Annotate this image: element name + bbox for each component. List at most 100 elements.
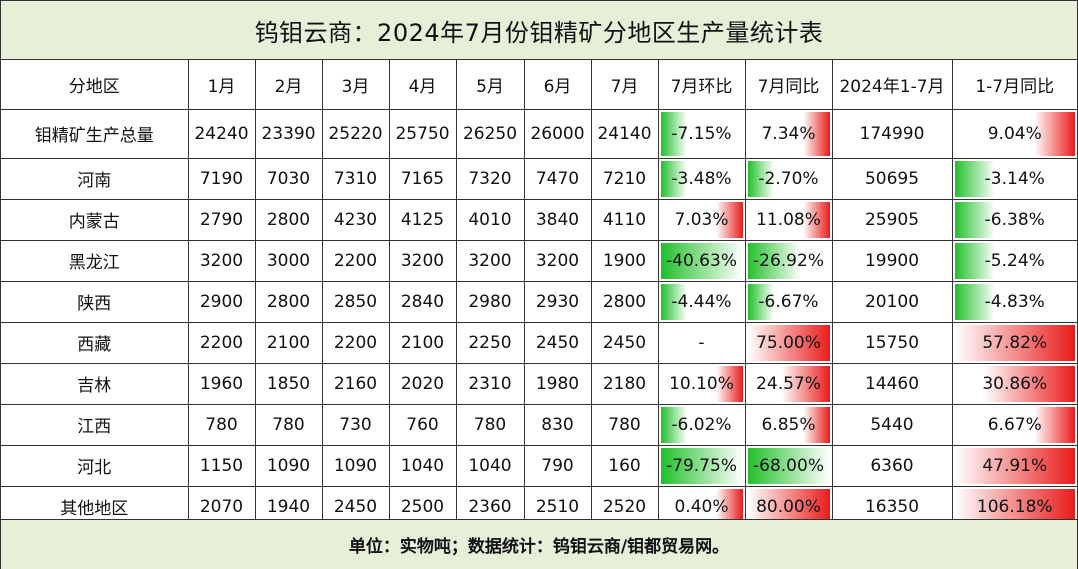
table-row: 江西 780 780 730 760 780 830 780 -6.02% 6.85% 5440 6.…	[1, 403, 1077, 446]
percent-text: -7.15%	[671, 123, 732, 144]
negative-data-bar	[747, 242, 802, 279]
month-value-cell: 7190	[187, 157, 256, 200]
positive-data-bar	[1034, 111, 1075, 156]
negative-data-bar	[660, 111, 688, 156]
ytd-cell: 25905	[831, 198, 953, 241]
month-value-cell: 780	[455, 403, 525, 446]
percent-text: -	[698, 332, 705, 353]
month-value-cell: 2850	[321, 280, 390, 323]
positive-data-bar	[802, 111, 830, 156]
percent-text: -3.48%	[671, 168, 732, 189]
ytd-yoy-cell: 47.91%	[951, 444, 1077, 487]
table-row: 钼精矿生产总量 24240 23390 25220 25750 26250 26000 241…	[1, 109, 1077, 159]
header-may: 5月	[455, 60, 525, 110]
month-value-cell: 24140	[590, 109, 659, 159]
percent-text: -4.83%	[984, 291, 1045, 312]
header-jan: 1月	[187, 60, 256, 110]
mom-cell: -7.15%	[657, 109, 746, 159]
month-value-cell: 790	[523, 444, 592, 487]
month-value-cell: 25750	[388, 109, 457, 159]
ytd-cell: 50695	[831, 157, 953, 200]
positive-data-bar	[715, 201, 743, 238]
mom-cell: -79.75%	[657, 444, 746, 487]
ytd-cell: 174990	[831, 109, 953, 159]
ytd-yoy-cell: 6.67%	[951, 403, 1077, 446]
ytd-yoy-cell: -4.83%	[951, 280, 1077, 323]
percent-text: 30.86%	[982, 373, 1048, 394]
ytd-yoy-cell: -6.38%	[951, 198, 1077, 241]
header-row: 分地区 1月 2月 3月 4月 5月 6月 7月 7月环比 7月同比 2024年…	[1, 60, 1077, 110]
percent-text: 9.04%	[987, 123, 1042, 144]
month-value-cell: 3000	[254, 239, 323, 282]
percent-text: -3.14%	[984, 168, 1045, 189]
ytd-yoy-cell: 30.86%	[951, 362, 1077, 405]
mom-cell: -6.02%	[657, 403, 746, 446]
ytd-cell: 5440	[831, 403, 953, 446]
month-value-cell: 160	[590, 444, 659, 487]
positive-data-bar	[1034, 406, 1075, 443]
month-value-cell: 2800	[254, 198, 323, 241]
month-value-cell: 780	[254, 403, 323, 446]
month-value-cell: 2840	[388, 280, 457, 323]
positive-data-bar	[802, 406, 830, 443]
month-value-cell: 2980	[455, 280, 525, 323]
positive-data-bar	[715, 365, 743, 402]
negative-data-bar	[660, 160, 688, 197]
mom-cell: -40.63%	[657, 239, 746, 282]
region-cell: 内蒙古	[1, 198, 189, 241]
region-cell: 江西	[1, 403, 189, 446]
negative-data-bar	[660, 447, 743, 484]
percent-text: -68.00%	[753, 455, 824, 476]
percent-text: -26.92%	[753, 250, 824, 271]
header-feb: 2月	[254, 60, 323, 110]
data-table: 分地区 1月 2月 3月 4月 5月 6月 7月 7月环比 7月同比 2024年…	[1, 60, 1077, 527]
yoy-cell: 80.00%	[744, 485, 833, 527]
month-value-cell: 1980	[523, 362, 592, 405]
percent-text: -79.75%	[666, 455, 737, 476]
month-value-cell: 1040	[455, 444, 525, 487]
ytd-yoy-cell: -3.14%	[951, 157, 1077, 200]
month-value-cell: 7165	[388, 157, 457, 200]
table-row: 河北 1150 1090 1090 1040 1040 790 160 -79.75% -68.0…	[1, 444, 1077, 487]
month-value-cell: 730	[321, 403, 390, 446]
percent-text: 0.40%	[674, 496, 729, 517]
month-value-cell: 3200	[388, 239, 457, 282]
month-value-cell: 2200	[187, 321, 256, 364]
month-value-cell: 7470	[523, 157, 592, 200]
month-value-cell: 2070	[187, 485, 256, 527]
negative-data-bar	[747, 160, 775, 197]
month-value-cell: 780	[187, 403, 256, 446]
month-value-cell: 26000	[523, 109, 592, 159]
ytd-cell: 15750	[831, 321, 953, 364]
ytd-yoy-cell: 9.04%	[951, 109, 1077, 159]
month-value-cell: 2930	[523, 280, 592, 323]
mom-cell: -	[657, 321, 746, 364]
header-ytd: 2024年1-7月	[831, 60, 953, 110]
percent-text: -6.02%	[671, 414, 732, 435]
month-value-cell: 2900	[187, 280, 256, 323]
month-value-cell: 2200	[321, 321, 390, 364]
ytd-cell: 14460	[831, 362, 953, 405]
mom-cell: 10.10%	[657, 362, 746, 405]
ytd-cell: 6360	[831, 444, 953, 487]
month-value-cell: 7030	[254, 157, 323, 200]
month-value-cell: 780	[590, 403, 659, 446]
percent-text: 6.67%	[987, 414, 1042, 435]
month-value-cell: 2790	[187, 198, 256, 241]
percent-text: -5.24%	[984, 250, 1045, 271]
percent-text: -4.44%	[671, 291, 732, 312]
percent-text: 57.82%	[982, 332, 1048, 353]
negative-data-bar	[660, 283, 688, 320]
region-cell: 河南	[1, 157, 189, 200]
month-value-cell: 1090	[254, 444, 323, 487]
month-value-cell: 1900	[590, 239, 659, 282]
positive-data-bar	[715, 488, 743, 525]
month-value-cell: 4125	[388, 198, 457, 241]
month-value-cell: 2450	[523, 321, 592, 364]
header-jul-mom: 7月环比	[657, 60, 746, 110]
positive-data-bar	[954, 488, 1075, 525]
table-title: 钨钼云商：2024年7月份钼精矿分地区生产量统计表	[1, 1, 1077, 60]
header-jun: 6月	[523, 60, 592, 110]
negative-data-bar	[660, 406, 688, 443]
negative-data-bar	[660, 242, 743, 279]
